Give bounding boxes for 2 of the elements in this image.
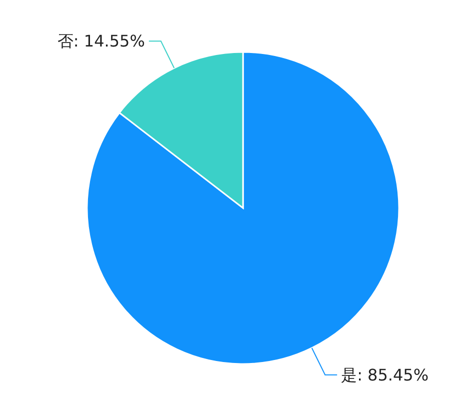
slice-label: 是: 85.45% <box>341 366 429 385</box>
slice-label: 否: 14.55% <box>57 32 145 51</box>
